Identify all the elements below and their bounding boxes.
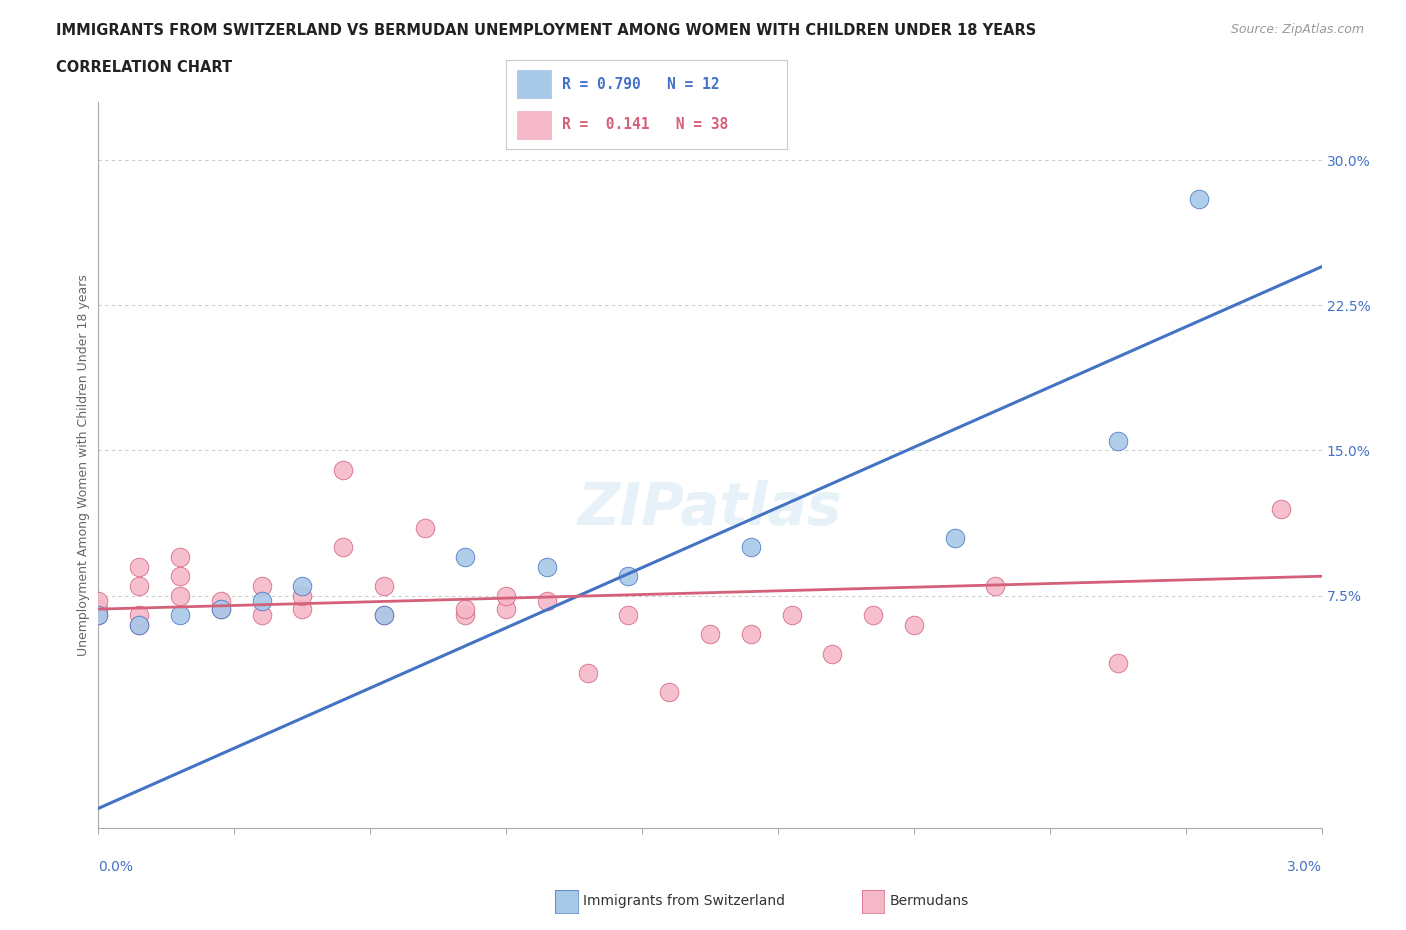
Point (536, 559, 558, 574)
Text: CORRELATION CHART: CORRELATION CHART (56, 60, 232, 75)
Text: 3.0%: 3.0% (1286, 860, 1322, 874)
Point (128, 618, 150, 632)
Point (454, 602, 477, 617)
Point (332, 462, 354, 477)
Point (1188, 192, 1211, 206)
Point (454, 550, 477, 565)
Point (291, 588, 314, 603)
Point (169, 588, 191, 603)
Point (617, 569, 640, 584)
Point (943, 530, 966, 545)
Point (87, 607, 110, 622)
Point (658, 684, 681, 699)
Text: Immigrants from Switzerland: Immigrants from Switzerland (583, 894, 786, 909)
Bar (517, 70, 551, 99)
Point (169, 607, 191, 622)
Bar (517, 111, 551, 140)
Y-axis label: Unemployment Among Women with Children Under 18 years: Unemployment Among Women with Children U… (77, 274, 90, 656)
Point (780, 607, 803, 622)
Point (291, 578, 314, 593)
Point (87, 594, 110, 609)
Point (495, 602, 517, 617)
Point (332, 539, 354, 554)
Point (984, 578, 1007, 593)
Point (250, 594, 273, 609)
Point (1107, 656, 1129, 671)
Text: Source: ZipAtlas.com: Source: ZipAtlas.com (1230, 23, 1364, 36)
Point (128, 578, 150, 593)
Point (454, 607, 477, 622)
Point (209, 602, 232, 617)
Point (169, 550, 191, 565)
Point (903, 618, 925, 632)
Point (699, 627, 721, 642)
Point (291, 602, 314, 617)
Text: ZIPatlas: ZIPatlas (578, 480, 842, 537)
Point (373, 607, 395, 622)
Point (87, 607, 110, 622)
Point (169, 569, 191, 584)
Text: 0.0%: 0.0% (98, 860, 134, 874)
Point (373, 578, 395, 593)
Point (862, 607, 884, 622)
Text: R =  0.141   N = 38: R = 0.141 N = 38 (562, 117, 728, 132)
Point (536, 594, 558, 609)
Point (413, 521, 436, 536)
Point (250, 578, 273, 593)
Point (576, 666, 599, 681)
Point (250, 607, 273, 622)
Point (209, 594, 232, 609)
Point (617, 607, 640, 622)
Point (495, 588, 517, 603)
Point (128, 618, 150, 632)
Point (1107, 433, 1129, 448)
Point (740, 539, 762, 554)
Point (87, 602, 110, 617)
Point (740, 627, 762, 642)
Point (373, 607, 395, 622)
Point (821, 646, 844, 661)
Point (209, 602, 232, 617)
Text: Bermudans: Bermudans (890, 894, 969, 909)
Text: R = 0.790   N = 12: R = 0.790 N = 12 (562, 77, 720, 92)
Point (128, 559, 150, 574)
Point (1270, 501, 1292, 516)
Point (128, 607, 150, 622)
Text: IMMIGRANTS FROM SWITZERLAND VS BERMUDAN UNEMPLOYMENT AMONG WOMEN WITH CHILDREN U: IMMIGRANTS FROM SWITZERLAND VS BERMUDAN … (56, 23, 1036, 38)
